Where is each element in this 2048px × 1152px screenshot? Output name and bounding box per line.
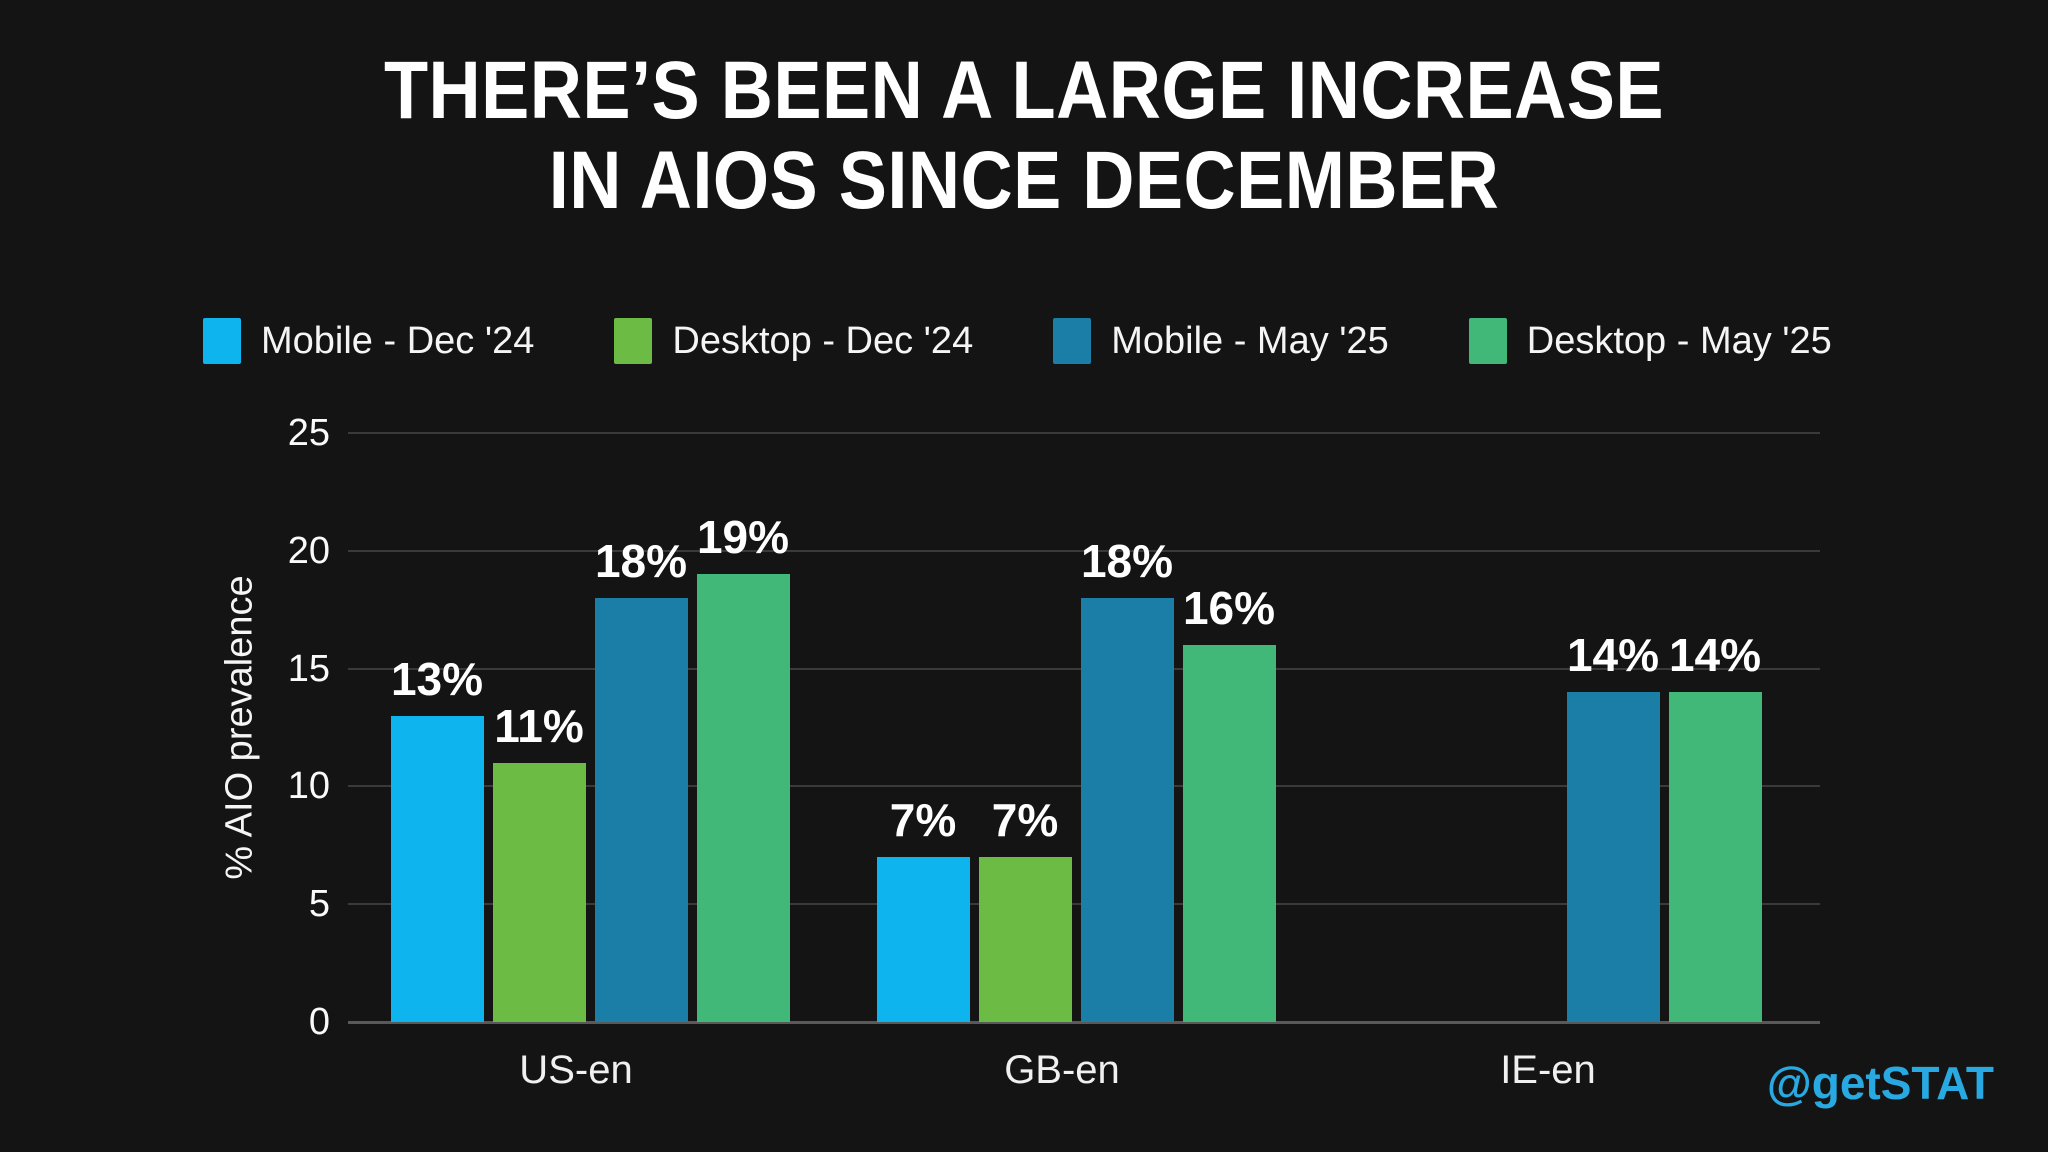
chart-title-line-1: THERE’S BEEN A LARGE INCREASE xyxy=(383,44,1665,137)
bar-value-label: 11% xyxy=(494,699,584,752)
y-tick-label: 15 xyxy=(287,647,330,690)
x-category-label: IE-en xyxy=(1500,1048,1596,1092)
chart-title: THERE’S BEEN A LARGE INCREASE IN AIOS SI… xyxy=(0,45,2048,227)
x-category-label: GB-en xyxy=(1004,1048,1120,1092)
bar xyxy=(1668,692,1762,1022)
legend-swatch xyxy=(1053,318,1092,364)
bar xyxy=(876,857,970,1022)
legend-label: Desktop - Dec '24 xyxy=(672,319,974,362)
legend-item: Mobile - May '25 xyxy=(1053,318,1389,364)
y-tick-label: 0 xyxy=(308,1001,330,1043)
gridline xyxy=(348,432,1820,434)
bar xyxy=(1182,645,1276,1022)
bar-value-label: 18% xyxy=(594,534,688,587)
bar xyxy=(978,857,1072,1022)
y-axis-title-text: % AIO prevalence xyxy=(218,575,261,880)
legend-label: Mobile - Dec '24 xyxy=(261,319,535,362)
bar-value-label: 13% xyxy=(390,652,484,705)
bar-value-label: 16% xyxy=(1182,582,1276,635)
bar-value-label: 14% xyxy=(1566,629,1660,682)
bar-value-label: 7% xyxy=(991,794,1059,847)
legend-label: Desktop - May '25 xyxy=(1526,319,1832,362)
bar-value-label: 7% xyxy=(889,794,957,847)
x-axis-baseline xyxy=(348,1021,1820,1024)
chart-title-line-2: IN AIOS SINCE DECEMBER xyxy=(548,134,1500,227)
bar xyxy=(594,597,688,1022)
x-category-label: US-en xyxy=(519,1048,633,1092)
bar-value-label: 19% xyxy=(696,511,790,564)
legend-label: Mobile - May '25 xyxy=(1111,319,1389,362)
bar xyxy=(1080,597,1174,1022)
watermark: @getSTAT xyxy=(1766,1057,1994,1109)
bar-value-label: 14% xyxy=(1668,629,1762,682)
y-tick-label: 20 xyxy=(287,529,330,572)
bar xyxy=(492,762,586,1022)
legend-item: Desktop - Dec '24 xyxy=(614,318,973,364)
legend-swatch xyxy=(614,318,653,364)
y-tick-label: 5 xyxy=(308,883,330,926)
legend-swatch xyxy=(1468,318,1507,364)
legend-item: Desktop - May '25 xyxy=(1468,318,1832,364)
gridline xyxy=(348,549,1820,552)
bar xyxy=(696,574,790,1022)
y-axis-title: % AIO prevalence xyxy=(205,433,275,1022)
y-tick-label: 10 xyxy=(287,765,330,808)
legend: Mobile - Dec '24 Desktop - Dec '24 Mobile … xyxy=(203,318,1832,364)
legend-swatch xyxy=(203,318,241,364)
y-tick-label: 25 xyxy=(287,412,330,454)
legend-item: Mobile - Dec '24 xyxy=(203,318,534,364)
bar-value-label: 18% xyxy=(1080,534,1174,587)
bar xyxy=(1566,692,1660,1022)
bar xyxy=(390,715,484,1022)
